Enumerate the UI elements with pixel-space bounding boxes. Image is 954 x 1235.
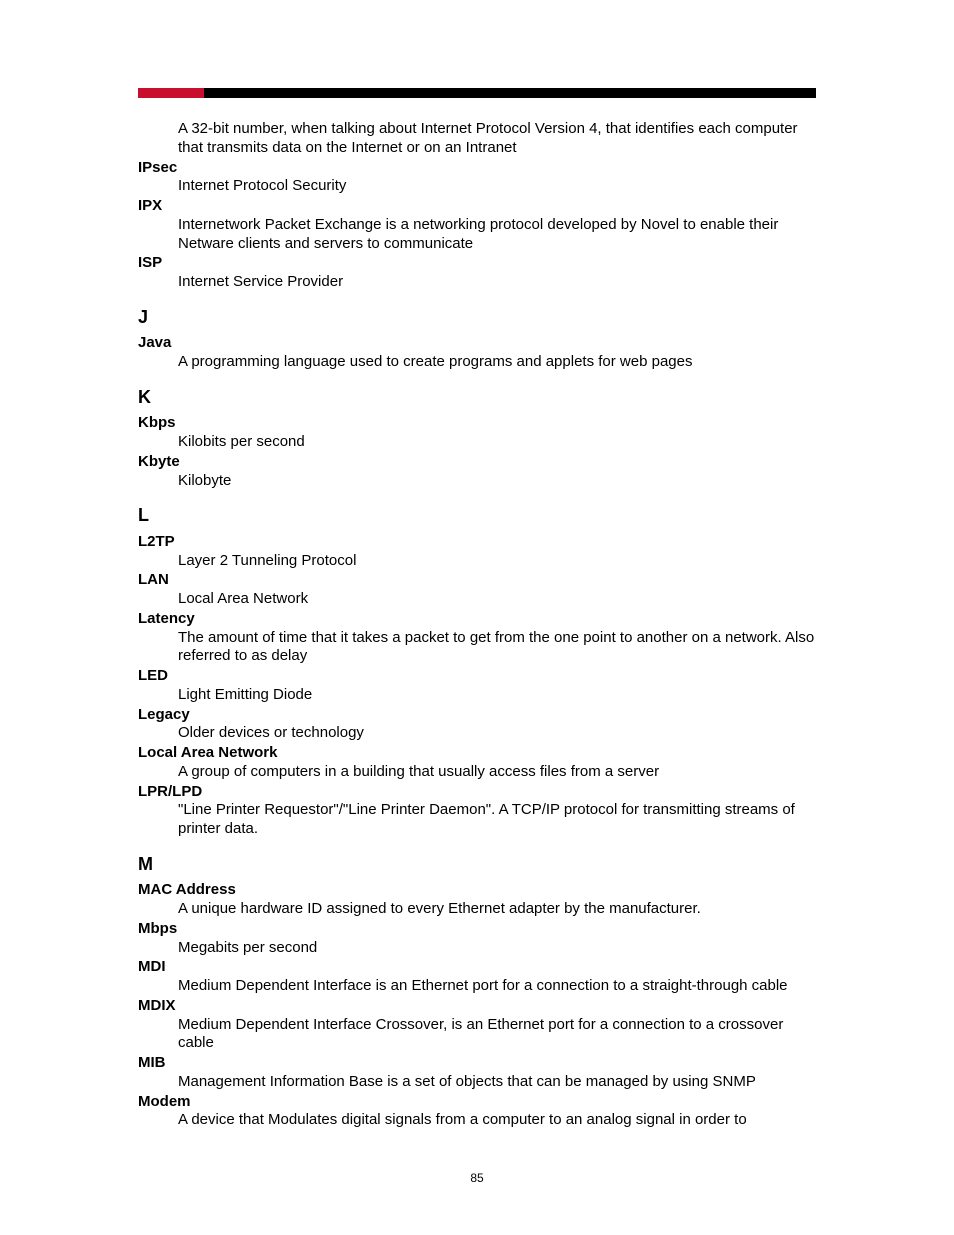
- glossary-content: A 32-bit number, when talking about Inte…: [138, 120, 816, 1130]
- glossary-definition: A group of computers in a building that …: [178, 763, 816, 782]
- glossary-term: MDIX: [138, 997, 816, 1016]
- header-bar-black: [204, 88, 816, 98]
- glossary-definition: Kilobyte: [178, 472, 816, 491]
- glossary-term: IPsec: [138, 159, 816, 178]
- glossary-term: Kbyte: [138, 453, 816, 472]
- glossary-term: Java: [138, 334, 816, 353]
- glossary-definition: Light Emitting Diode: [178, 686, 816, 705]
- section-letter: J: [138, 306, 816, 329]
- glossary-definition: Internetwork Packet Exchange is a networ…: [178, 216, 816, 254]
- glossary-definition: A unique hardware ID assigned to every E…: [178, 900, 816, 919]
- glossary-definition: Medium Dependent Interface Crossover, is…: [178, 1016, 816, 1054]
- glossary-term: Latency: [138, 610, 816, 629]
- glossary-definition: Local Area Network: [178, 590, 816, 609]
- glossary-term: ISP: [138, 254, 816, 273]
- glossary-definition: Megabits per second: [178, 939, 816, 958]
- section-letter: K: [138, 386, 816, 409]
- glossary-term: Legacy: [138, 706, 816, 725]
- glossary-term: MAC Address: [138, 881, 816, 900]
- glossary-term: Kbps: [138, 414, 816, 433]
- glossary-term: IPX: [138, 197, 816, 216]
- glossary-definition: Medium Dependent Interface is an Etherne…: [178, 977, 816, 996]
- glossary-definition: A 32-bit number, when talking about Inte…: [178, 120, 816, 158]
- glossary-definition: Internet Protocol Security: [178, 177, 816, 196]
- glossary-term: Modem: [138, 1093, 816, 1112]
- glossary-definition: Layer 2 Tunneling Protocol: [178, 552, 816, 571]
- glossary-term: L2TP: [138, 533, 816, 552]
- document-page: A 32-bit number, when talking about Inte…: [0, 0, 954, 1235]
- glossary-definition: Internet Service Provider: [178, 273, 816, 292]
- glossary-term: Local Area Network: [138, 744, 816, 763]
- glossary-definition: The amount of time that it takes a packe…: [178, 629, 816, 667]
- glossary-definition: A programming language used to create pr…: [178, 353, 816, 372]
- glossary-term: MIB: [138, 1054, 816, 1073]
- glossary-definition: Kilobits per second: [178, 433, 816, 452]
- glossary-term: LAN: [138, 571, 816, 590]
- section-letter: L: [138, 504, 816, 527]
- glossary-definition: Management Information Base is a set of …: [178, 1073, 816, 1092]
- glossary-definition: "Line Printer Requestor"/"Line Printer D…: [178, 801, 816, 839]
- glossary-definition: Older devices or technology: [178, 724, 816, 743]
- section-letter: M: [138, 853, 816, 876]
- header-bar: [138, 88, 816, 98]
- page-number: 85: [0, 1171, 954, 1185]
- glossary-definition: A device that Modulates digital signals …: [178, 1111, 816, 1130]
- header-bar-red: [138, 88, 204, 98]
- glossary-term: MDI: [138, 958, 816, 977]
- glossary-term: LED: [138, 667, 816, 686]
- glossary-term: Mbps: [138, 920, 816, 939]
- glossary-term: LPR/LPD: [138, 783, 816, 802]
